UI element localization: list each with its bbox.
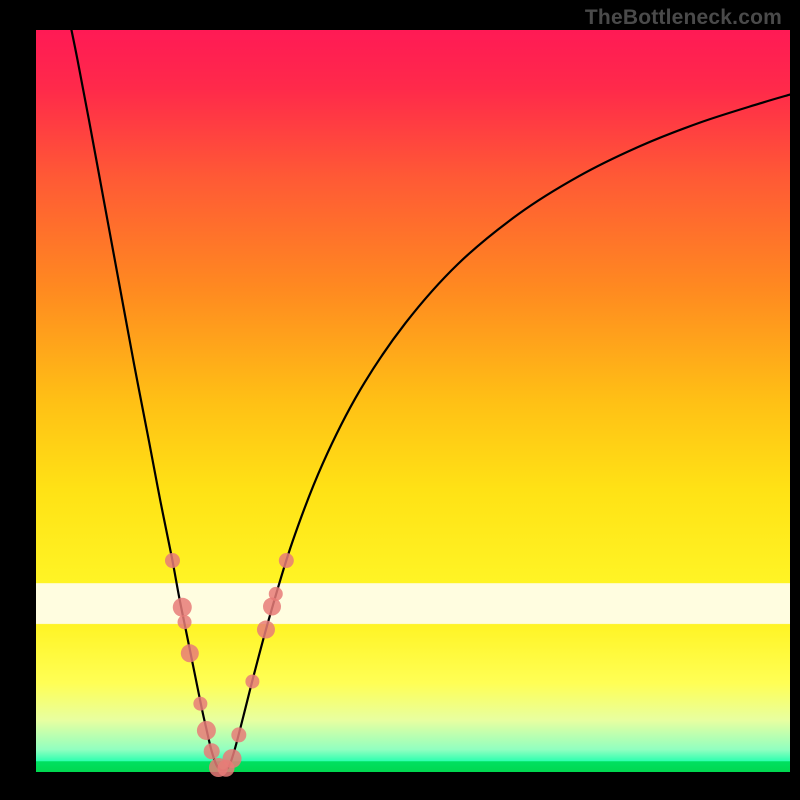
data-marker [173,598,192,617]
data-marker [178,615,192,629]
data-marker [231,727,246,742]
chart-container: TheBottleneck.com [0,0,800,800]
data-marker [279,553,294,568]
data-marker [204,743,220,759]
data-marker [181,644,199,662]
watermark-label: TheBottleneck.com [585,6,782,30]
data-marker [165,553,180,568]
data-marker [257,621,275,639]
plot-area [36,30,790,772]
data-marker [269,587,283,601]
data-marker [193,697,207,711]
data-marker [223,749,242,768]
data-marker [245,674,259,688]
data-marker [197,721,216,740]
bottleneck-chart [0,0,800,800]
